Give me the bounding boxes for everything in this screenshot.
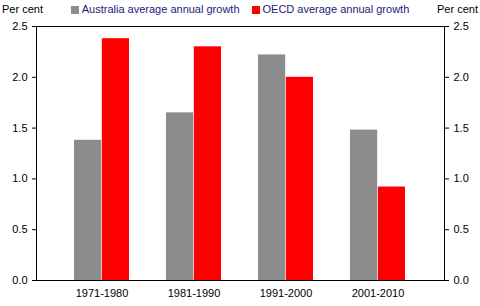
svg-text:1.0: 1.0 bbox=[12, 172, 27, 184]
html-text:Per cent: Per cent bbox=[2, 3, 43, 15]
html-text:OECD average annual growth: OECD average annual growth bbox=[262, 3, 410, 15]
svg-text:0.0: 0.0 bbox=[454, 274, 469, 286]
svg-text:2.5: 2.5 bbox=[454, 20, 469, 32]
svg-text:2001-2010: 2001-2010 bbox=[352, 287, 405, 299]
svg-text:0.5: 0.5 bbox=[12, 223, 27, 235]
svg-text:1991-2000: 1991-2000 bbox=[260, 287, 313, 299]
svg-text:2.5: 2.5 bbox=[12, 20, 27, 32]
svg-text:1.5: 1.5 bbox=[454, 122, 469, 134]
html-text:Australia average annual growt: Australia average annual growth bbox=[81, 3, 240, 15]
svg-text:0.5: 0.5 bbox=[454, 223, 469, 235]
html-text:Per cent: Per cent bbox=[437, 3, 478, 15]
svg-text:1.0: 1.0 bbox=[454, 172, 469, 184]
svg-text:0.0: 0.0 bbox=[12, 274, 27, 286]
svg-text:1.5: 1.5 bbox=[12, 122, 27, 134]
svg-text:2.0: 2.0 bbox=[454, 71, 469, 83]
svg-text:2.0: 2.0 bbox=[12, 71, 27, 83]
svg-text:1981-1990: 1981-1990 bbox=[168, 287, 221, 299]
svg-text:1971-1980: 1971-1980 bbox=[76, 287, 129, 299]
